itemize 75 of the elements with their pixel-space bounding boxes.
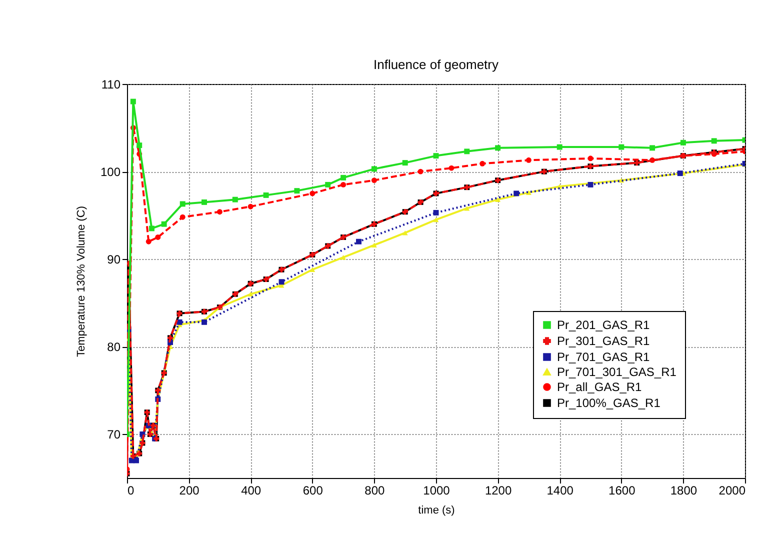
point	[248, 292, 254, 297]
x-tick-label: 1200	[484, 484, 512, 498]
point	[495, 197, 501, 202]
point	[371, 166, 377, 172]
point	[248, 204, 254, 210]
point	[180, 214, 186, 220]
x-tick-label: 1800	[670, 484, 698, 498]
point	[180, 201, 186, 207]
point	[155, 234, 161, 240]
point	[618, 144, 624, 150]
legend-label: Pr_all_GAS_R1	[557, 380, 642, 394]
legend-label: Pr_701_GAS_R1	[557, 350, 650, 364]
point	[556, 144, 562, 150]
point	[356, 238, 362, 244]
point	[677, 170, 683, 176]
x-tick-label: 1600	[608, 484, 636, 498]
point	[711, 138, 717, 144]
x-tick-label: 1000	[423, 484, 450, 498]
point	[650, 145, 656, 151]
point	[371, 242, 377, 248]
point	[448, 165, 454, 171]
point	[514, 190, 520, 196]
y-tick-label: 90	[107, 252, 121, 267]
y-axis-title: Temperature 130% Volume (C)	[75, 206, 88, 358]
point	[130, 98, 136, 104]
point	[464, 148, 470, 154]
point	[232, 196, 238, 202]
x-tick-label: 800	[364, 484, 386, 498]
y-tick-label: 100	[100, 165, 121, 180]
point	[340, 254, 346, 260]
point	[263, 192, 269, 198]
x-axis-title: time (s)	[418, 504, 455, 516]
x-tick-label: 600	[302, 484, 324, 498]
point	[278, 279, 284, 285]
point	[433, 217, 439, 222]
y-tick-label: 80	[107, 340, 121, 354]
point	[588, 182, 594, 188]
point	[216, 209, 222, 215]
point	[310, 190, 316, 196]
legend-label: Pr_701_301_GAS_R1	[557, 365, 677, 379]
point	[464, 206, 470, 211]
point	[495, 145, 501, 151]
legend-label: Pr_301_GAS_R1	[557, 334, 650, 348]
point	[340, 182, 346, 188]
point	[294, 188, 300, 194]
legend-label: Pr_201_GAS_R1	[557, 318, 650, 332]
point	[136, 142, 142, 148]
point	[176, 319, 182, 325]
x-tick-label: 1400	[546, 484, 574, 498]
point	[526, 190, 532, 195]
point	[325, 182, 331, 188]
point	[148, 226, 154, 232]
point	[480, 160, 486, 166]
y-tick-label: 110	[101, 78, 121, 92]
legend-label: Pr_100%_GAS_R1	[557, 396, 661, 410]
point	[418, 168, 424, 174]
point	[680, 140, 686, 146]
point	[588, 156, 594, 162]
point	[371, 178, 377, 184]
point	[402, 160, 408, 166]
x-tick-label: 2000	[718, 484, 746, 498]
y-tick-label: 70	[107, 428, 121, 442]
point	[433, 210, 439, 216]
chart-title: Influence of geometry	[373, 57, 499, 72]
point	[402, 230, 408, 236]
point	[526, 157, 532, 163]
point	[161, 221, 167, 227]
point	[202, 199, 207, 205]
x-tick-label: 0	[128, 484, 134, 498]
x-tick-label: 200	[179, 484, 200, 498]
point	[146, 238, 152, 244]
point	[340, 174, 346, 180]
x-tick-label: 400	[241, 484, 262, 498]
point	[310, 267, 316, 272]
point	[433, 153, 439, 159]
